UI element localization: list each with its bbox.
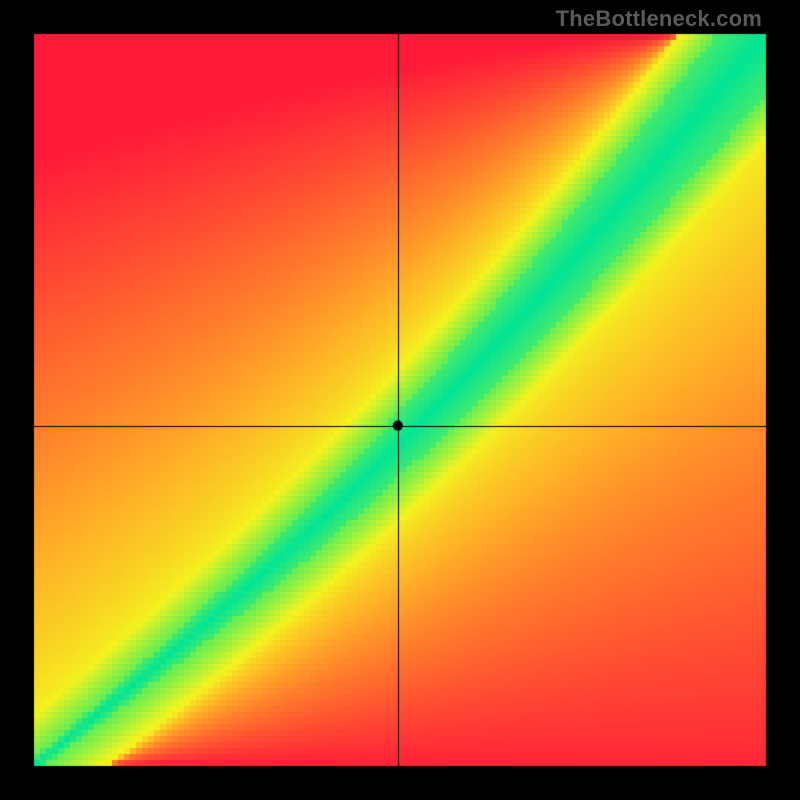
watermark-text: TheBottleneck.com xyxy=(556,6,762,32)
chart-container: TheBottleneck.com xyxy=(0,0,800,800)
bottleneck-heatmap xyxy=(0,0,800,800)
